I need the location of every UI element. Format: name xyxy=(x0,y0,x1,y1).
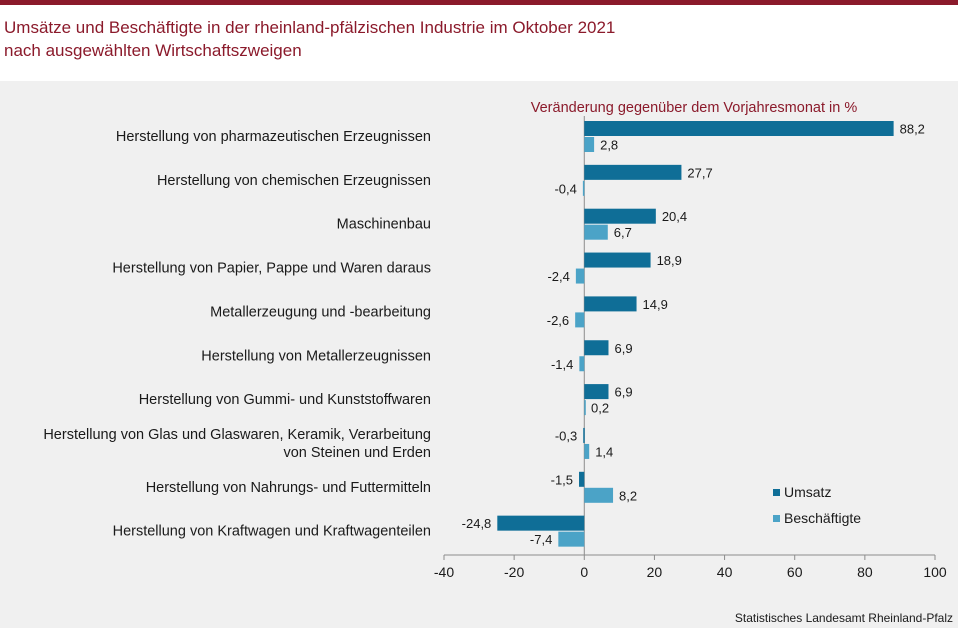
category-label: Herstellung von Glas und Glaswaren, Kera… xyxy=(43,427,431,443)
bar-umsatz xyxy=(584,252,651,268)
bar-umsatz xyxy=(497,515,585,531)
value-label-beschaeftigte: 8,2 xyxy=(619,488,637,503)
bar-umsatz xyxy=(584,296,637,312)
bar-umsatz xyxy=(584,164,682,180)
category-label: Herstellung von Nahrungs- und Futtermitt… xyxy=(146,480,431,496)
legend-label: Umsatz xyxy=(784,484,831,500)
legend-label: Beschäftigte xyxy=(784,510,861,526)
bar-umsatz xyxy=(583,427,585,443)
category-label: Metallerzeugung und -bearbeitung xyxy=(210,304,431,320)
category-label: Maschinenbau xyxy=(337,217,431,233)
top-accent-bar xyxy=(0,0,958,5)
x-tick-label: 100 xyxy=(923,564,947,580)
source-note: Statistisches Landesamt Rheinland-Pfalz xyxy=(735,611,953,625)
value-label-beschaeftigte: -0,4 xyxy=(554,181,576,196)
chart-subtitle: Veränderung gegenüber dem Vorjahresmonat… xyxy=(531,100,858,116)
value-label-umsatz: 14,9 xyxy=(643,297,668,312)
x-tick-label: 80 xyxy=(857,564,873,580)
chart-panel xyxy=(0,81,958,628)
value-label-umsatz: 6,9 xyxy=(614,341,632,356)
category-label: Herstellung von chemischen Erzeugnissen xyxy=(157,173,431,189)
bar-beschaeftigte xyxy=(575,268,585,284)
value-label-umsatz: 6,9 xyxy=(614,385,632,400)
value-label-beschaeftigte: -1,4 xyxy=(551,357,573,372)
x-tick-label: 40 xyxy=(717,564,733,580)
bar-umsatz xyxy=(579,471,585,487)
value-label-umsatz: 27,7 xyxy=(687,165,712,180)
plot-area: Herstellung von pharmazeutischen Erzeugn… xyxy=(43,116,947,580)
bar-beschaeftigte xyxy=(558,531,585,547)
value-label-umsatz: -0,3 xyxy=(555,428,577,443)
x-tick-label: 20 xyxy=(647,564,663,580)
bar-beschaeftigte xyxy=(584,443,590,459)
chart-header: Umsätze und Beschäftigte in der rheinlan… xyxy=(0,5,958,73)
x-tick-label: -40 xyxy=(434,564,454,580)
category-label: Herstellung von Papier, Pappe und Waren … xyxy=(112,261,431,277)
bar-beschaeftigte xyxy=(584,487,614,503)
bar-beschaeftigte xyxy=(584,137,595,152)
value-label-umsatz: 20,4 xyxy=(662,209,687,224)
value-label-umsatz: 18,9 xyxy=(657,253,682,268)
category-label: Herstellung von Gummi- und Kunststoffwar… xyxy=(139,392,431,408)
bar-umsatz xyxy=(584,340,609,356)
bar-beschaeftigte xyxy=(579,356,585,372)
x-tick-label: -20 xyxy=(504,564,524,580)
bar-beschaeftigte xyxy=(582,180,585,196)
value-label-umsatz: -1,5 xyxy=(551,472,573,487)
category-label: von Steinen und Erden xyxy=(283,445,431,461)
category-label: Herstellung von Metallerzeugnissen xyxy=(201,348,431,364)
value-label-beschaeftigte: 2,8 xyxy=(600,138,618,153)
bar-beschaeftigte xyxy=(584,224,608,240)
chart-title-line1: Umsätze und Beschäftigte in der rheinlan… xyxy=(4,18,616,37)
bar-umsatz xyxy=(584,208,656,224)
value-label-beschaeftigte: 6,7 xyxy=(614,225,632,240)
bar-umsatz xyxy=(584,121,894,136)
bar-beschaeftigte xyxy=(584,400,586,416)
value-label-umsatz: 88,2 xyxy=(900,122,925,137)
value-label-beschaeftigte: 1,4 xyxy=(595,444,613,459)
legend: Umsatz Beschäftigte xyxy=(773,484,861,526)
value-label-beschaeftigte: -2,4 xyxy=(547,269,569,284)
value-label-beschaeftigte: -2,6 xyxy=(547,313,569,328)
bar-beschaeftigte xyxy=(575,312,585,328)
x-tick-label: 0 xyxy=(580,564,588,580)
chart-title-line2: nach ausgewählten Wirtschaftszweigen xyxy=(4,41,302,60)
legend-swatch xyxy=(773,489,780,496)
x-tick-label: 60 xyxy=(787,564,803,580)
value-label-umsatz: -24,8 xyxy=(462,516,492,531)
legend-swatch xyxy=(773,515,780,522)
category-label: Herstellung von Kraftwagen und Kraftwage… xyxy=(113,524,431,540)
bar-umsatz xyxy=(584,384,609,400)
value-label-beschaeftigte: 0,2 xyxy=(591,401,609,416)
category-label: Herstellung von pharmazeutischen Erzeugn… xyxy=(116,129,431,145)
value-label-beschaeftigte: -7,4 xyxy=(530,532,552,547)
